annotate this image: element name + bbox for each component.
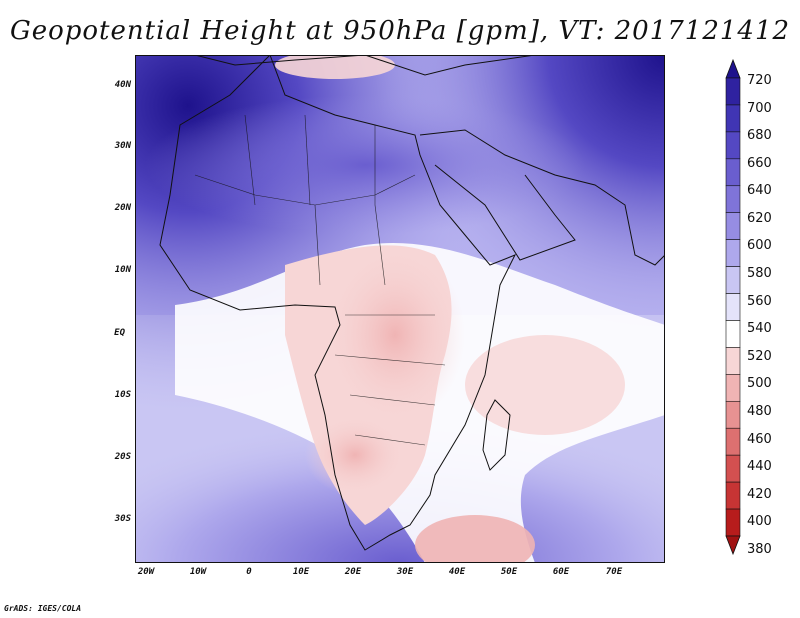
lon-label-30e: 30E — [396, 567, 414, 577]
colorbar-label: 680 — [747, 128, 772, 144]
colorbar-label: 440 — [747, 459, 772, 475]
lat-label-30n: 30N — [114, 141, 131, 151]
lon-label-10e: 10E — [292, 567, 310, 577]
colorbar-swatch — [725, 320, 741, 348]
africa-coast — [159, 54, 517, 551]
colorbar-swatch — [725, 400, 741, 429]
lon-label-60e: 60E — [552, 567, 570, 577]
colorbar-swatch — [725, 374, 741, 402]
colorbar-label: 420 — [747, 486, 772, 502]
colorbar-svg — [725, 58, 741, 556]
asia-coast — [419, 129, 666, 266]
lon-label-0: 0 — [246, 567, 252, 577]
colorbar-swatch — [725, 239, 741, 267]
lat-label-10s: 10S — [114, 390, 131, 400]
colorbar — [723, 58, 793, 558]
lon-label-10w: 10W — [189, 567, 207, 577]
colorbar-label: 620 — [747, 210, 772, 226]
colorbar-swatch — [725, 427, 741, 456]
colorbar-swatch — [725, 481, 741, 510]
lon-label-70e: 70E — [605, 567, 623, 577]
map-border — [135, 55, 665, 563]
lat-label-40n: 40N — [114, 80, 131, 90]
colorbar-swatch — [725, 77, 741, 106]
colorbar-swatches — [725, 77, 741, 537]
colorbar-label: 500 — [747, 376, 772, 392]
saharan-high — [145, 95, 585, 235]
lat-label-20s: 20S — [114, 452, 131, 462]
agulhas-low — [415, 515, 535, 575]
lat-label-eq: EQ — [114, 328, 125, 338]
colorbar-swatch — [725, 131, 741, 160]
colorbar-label: 380 — [747, 541, 772, 557]
lon-label-40e: 40E — [448, 567, 466, 577]
colorbar-swatch — [725, 508, 741, 537]
lon-label-50e: 50E — [500, 567, 518, 577]
map-canvas — [135, 51, 666, 575]
colorbar-swatch — [725, 266, 741, 294]
mediterranean-low — [275, 51, 395, 79]
colorbar-bottom-arrow — [725, 535, 741, 556]
colorbar-label: 560 — [747, 293, 772, 309]
map-title: Geopotential Height at 950hPa [gpm], VT:… — [9, 16, 791, 46]
colorbar-label: 480 — [747, 403, 772, 419]
lat-label-20n: 20N — [114, 203, 131, 213]
colorbar-label: 640 — [747, 183, 772, 199]
madagascar-coast — [482, 399, 511, 471]
colorbar-label: 720 — [747, 73, 772, 88]
colorbar-swatch — [725, 454, 741, 483]
lon-label-20e: 20E — [344, 567, 362, 577]
lat-label-30s: 30S — [114, 514, 131, 524]
arabia-coast — [434, 164, 576, 261]
colorbar-label: 660 — [747, 155, 772, 171]
colorbar-label: 520 — [747, 348, 772, 364]
colorbar-label: 460 — [747, 431, 772, 447]
colorbar-label: 580 — [747, 266, 772, 282]
lat-label-10n: 10N — [114, 265, 131, 275]
map-panel — [135, 51, 666, 575]
colorbar-label: 400 — [747, 514, 772, 530]
colorbar-top-arrow — [725, 58, 741, 79]
colorbar-swatch — [725, 158, 741, 187]
colorbar-swatch — [725, 293, 741, 321]
colorbar-swatch — [725, 185, 741, 214]
colorbar-label: 600 — [747, 238, 772, 254]
country-borders — [194, 114, 446, 446]
colorbar-swatch — [725, 212, 741, 240]
colorbar-label: 700 — [747, 100, 772, 116]
colorbar-swatch — [725, 347, 741, 375]
colorbar-swatch — [725, 104, 741, 133]
footer-credit: GrADS: IGES/COLA — [4, 604, 82, 613]
lon-label-20w: 20W — [137, 567, 155, 577]
colorbar-label: 540 — [747, 321, 772, 337]
